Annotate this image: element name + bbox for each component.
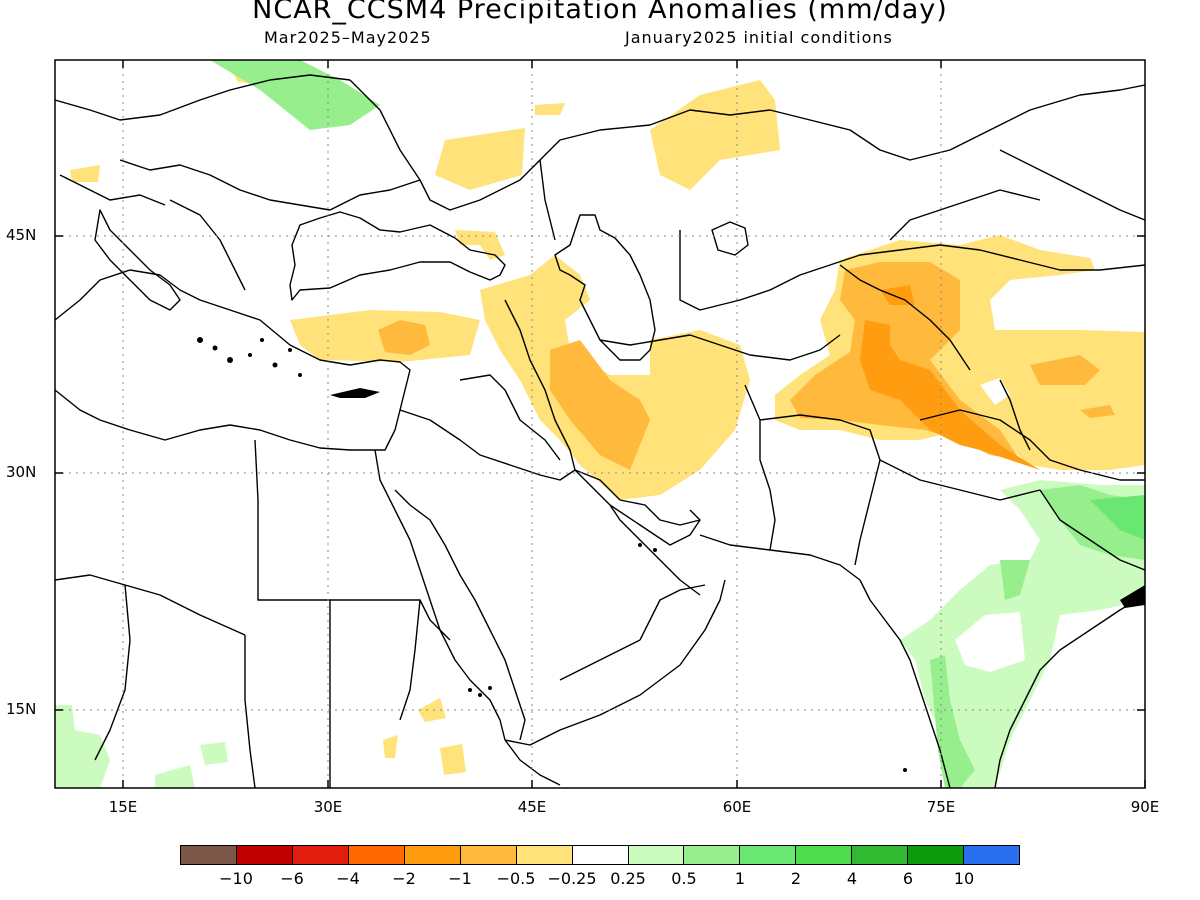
legend-label-3: −2 xyxy=(392,869,416,888)
tick-marks xyxy=(55,60,1146,788)
lon-label-30e: 30E xyxy=(313,798,343,816)
wet-anomaly-light-fill xyxy=(55,480,1145,788)
legend-swatch-5 xyxy=(460,846,517,864)
coastlines-and-borders xyxy=(55,74,1145,788)
lat-label-15n: 15N xyxy=(6,700,37,718)
legend-swatch-6 xyxy=(516,846,573,864)
lon-label-75e: 75E xyxy=(926,798,956,816)
legend-label-8: 0.5 xyxy=(671,869,697,888)
legend-swatch-11 xyxy=(796,846,853,864)
legend-swatch-4 xyxy=(404,846,461,864)
wet-anomaly-strong-fill xyxy=(1090,495,1145,540)
color-legend xyxy=(180,845,1020,865)
legend-swatch-8 xyxy=(628,846,685,864)
legend-swatch-0 xyxy=(181,846,237,864)
forecast-period: Mar2025–May2025 xyxy=(264,28,432,47)
legend-label-13: 10 xyxy=(953,869,975,888)
legend-swatch-9 xyxy=(684,846,741,864)
legend-swatch-7 xyxy=(572,846,629,864)
graticule xyxy=(55,60,1145,788)
legend-label-9: 1 xyxy=(734,869,746,888)
legend-label-11: 4 xyxy=(846,869,858,888)
legend-label-5: −0.5 xyxy=(496,869,536,888)
legend-swatch-14 xyxy=(964,846,1020,864)
legend-label-12: 6 xyxy=(902,869,914,888)
dry-anomaly-strong-fill xyxy=(860,285,1040,470)
initial-conditions: January2025 initial conditions xyxy=(625,28,893,47)
legend-label-4: −1 xyxy=(448,869,472,888)
lon-label-45e: 45E xyxy=(517,798,547,816)
legend-swatch-13 xyxy=(908,846,965,864)
legend-swatch-3 xyxy=(348,846,405,864)
lat-label-30n: 30N xyxy=(6,463,37,481)
islands xyxy=(197,337,1145,772)
legend-label-6: −0.25 xyxy=(547,869,597,888)
legend-label-2: −4 xyxy=(336,869,360,888)
legend-swatch-12 xyxy=(852,846,909,864)
lon-label-90e: 90E xyxy=(1130,798,1160,816)
lon-label-60e: 60E xyxy=(722,798,752,816)
legend-swatch-10 xyxy=(740,846,797,864)
legend-swatch-1 xyxy=(236,846,293,864)
lon-label-15e: 15E xyxy=(108,798,138,816)
legend-label-1: −6 xyxy=(280,869,304,888)
lat-label-45n: 45N xyxy=(6,226,37,244)
legend-label-10: 2 xyxy=(790,869,802,888)
legend-label-7: 0.25 xyxy=(610,869,646,888)
legend-label-0: −10 xyxy=(219,869,253,888)
map-frame xyxy=(54,59,1146,789)
map-title: NCAR_CCSM4 Precipitation Anomalies (mm/d… xyxy=(252,0,948,25)
legend-swatch-2 xyxy=(292,846,349,864)
